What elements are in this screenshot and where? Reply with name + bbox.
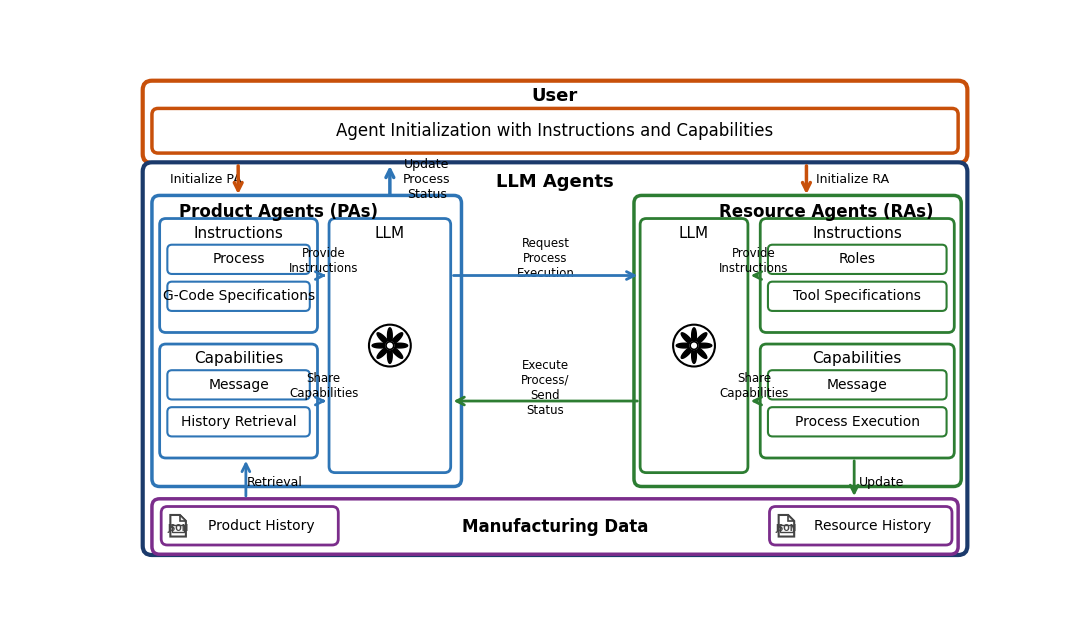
FancyBboxPatch shape <box>152 499 958 554</box>
Text: Message: Message <box>208 378 269 392</box>
Polygon shape <box>377 347 389 358</box>
Text: Initialize RA: Initialize RA <box>817 172 889 186</box>
Polygon shape <box>388 328 392 344</box>
Text: G-Code Specifications: G-Code Specifications <box>162 289 315 303</box>
Text: Provide
Instructions: Provide Instructions <box>289 247 358 275</box>
FancyBboxPatch shape <box>159 344 317 458</box>
Polygon shape <box>692 328 696 344</box>
FancyBboxPatch shape <box>168 281 310 311</box>
Polygon shape <box>695 343 712 348</box>
Text: Request
Process
Execution: Request Process Execution <box>517 237 574 280</box>
FancyBboxPatch shape <box>768 407 947 436</box>
Text: Roles: Roles <box>838 252 876 266</box>
Text: Provide
Instructions: Provide Instructions <box>719 247 788 275</box>
Text: Process: Process <box>212 252 265 266</box>
Text: Share
Capabilities: Share Capabilities <box>289 372 358 401</box>
Text: Initialize PA: Initialize PA <box>170 172 242 186</box>
FancyBboxPatch shape <box>168 245 310 274</box>
FancyBboxPatch shape <box>172 526 184 532</box>
Text: Share
Capabilities: Share Capabilities <box>719 372 788 401</box>
Text: Product Agents (PAs): Product Agents (PAs) <box>180 204 378 221</box>
Text: Message: Message <box>827 378 888 392</box>
Text: Process Execution: Process Execution <box>795 415 919 429</box>
Polygon shape <box>779 515 794 536</box>
Polygon shape <box>391 347 403 358</box>
Polygon shape <box>391 333 403 345</box>
Polygon shape <box>681 347 693 358</box>
Text: Instructions: Instructions <box>194 226 284 241</box>
Polygon shape <box>373 343 388 348</box>
Text: Retrieval: Retrieval <box>247 476 303 489</box>
Text: Update
Process
Status: Update Process Status <box>403 158 451 201</box>
FancyBboxPatch shape <box>768 245 947 274</box>
Polygon shape <box>692 347 696 363</box>
Text: Capabilities: Capabilities <box>812 351 902 366</box>
Polygon shape <box>388 347 392 363</box>
Polygon shape <box>377 333 389 345</box>
Text: Agent Initialization with Instructions and Capabilities: Agent Initialization with Instructions a… <box>336 122 773 139</box>
FancyBboxPatch shape <box>634 195 962 486</box>
Polygon shape <box>681 333 693 345</box>
Text: Update: Update <box>859 476 904 489</box>
Text: JSON: JSON <box>775 524 797 533</box>
Text: Tool Specifications: Tool Specifications <box>794 289 922 303</box>
Polygon shape <box>170 515 186 536</box>
Polygon shape <box>676 343 692 348</box>
Text: Resource History: Resource History <box>813 519 931 533</box>
FancyBboxPatch shape <box>168 370 310 399</box>
FancyBboxPatch shape <box>168 407 310 436</box>
Polygon shape <box>180 515 186 521</box>
Polygon shape <box>695 347 707 358</box>
Text: Capabilities: Capabilities <box>194 351 284 366</box>
FancyBboxPatch shape <box>152 108 958 153</box>
FancyBboxPatch shape <box>768 370 947 399</box>
FancyBboxPatch shape <box>760 344 954 458</box>
Text: Manufacturing Data: Manufacturing Data <box>461 517 649 536</box>
Text: LLM: LLM <box>375 226 405 242</box>
FancyBboxPatch shape <box>770 507 952 545</box>
Circle shape <box>386 342 394 349</box>
FancyBboxPatch shape <box>143 162 967 555</box>
FancyBboxPatch shape <box>760 219 954 332</box>
FancyBboxPatch shape <box>329 219 451 472</box>
Polygon shape <box>695 333 707 345</box>
Text: Product History: Product History <box>208 519 314 533</box>
Text: JSON: JSON <box>168 524 188 533</box>
Polygon shape <box>392 343 407 348</box>
FancyBboxPatch shape <box>152 195 461 486</box>
FancyBboxPatch shape <box>161 507 338 545</box>
Text: Instructions: Instructions <box>812 226 902 241</box>
Text: Execute
Process/
Send
Status: Execute Process/ Send Status <box>521 359 570 417</box>
FancyBboxPatch shape <box>640 219 748 472</box>
Text: User: User <box>532 87 577 105</box>
FancyBboxPatch shape <box>780 526 793 532</box>
Text: History Retrieval: History Retrieval <box>181 415 297 429</box>
FancyBboxPatch shape <box>143 81 967 163</box>
FancyBboxPatch shape <box>159 219 317 332</box>
Polygon shape <box>788 515 794 521</box>
Text: LLM Agents: LLM Agents <box>496 172 614 191</box>
Circle shape <box>690 342 697 349</box>
FancyBboxPatch shape <box>768 281 947 311</box>
Text: Resource Agents (RAs): Resource Agents (RAs) <box>719 204 934 221</box>
Text: LLM: LLM <box>679 226 709 242</box>
